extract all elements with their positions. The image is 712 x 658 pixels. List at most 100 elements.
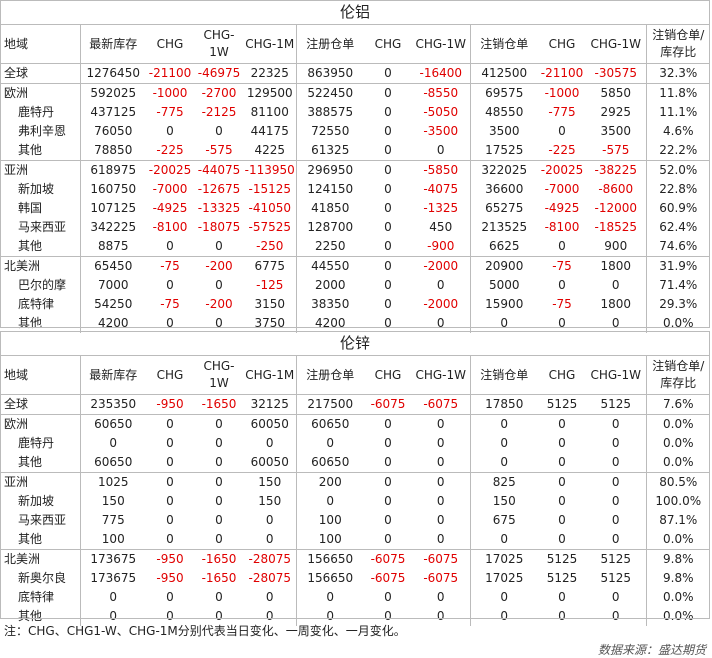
cell-value: 3500 bbox=[488, 124, 520, 138]
cell-value: 0 bbox=[364, 160, 412, 180]
region-label: 其他 bbox=[0, 237, 81, 257]
column-header: CHG bbox=[146, 24, 194, 64]
cell-value: 235350 bbox=[90, 397, 137, 411]
cell-value: -1650 bbox=[201, 397, 237, 411]
cell-value: 0 bbox=[558, 494, 566, 508]
cell-value: 124150 bbox=[307, 182, 354, 196]
cell-value: 0 bbox=[166, 278, 174, 292]
cell-value: 0 bbox=[166, 532, 174, 546]
cell-value: 0 bbox=[384, 239, 392, 253]
cell-value: -16400 bbox=[412, 63, 471, 84]
cell-value: 60650 bbox=[311, 455, 350, 469]
cell-value: -4925 bbox=[544, 201, 580, 215]
cell-value: 6625 bbox=[488, 239, 520, 253]
cell-value: 80.5% bbox=[646, 472, 711, 492]
cell-value: 5125 bbox=[546, 397, 578, 411]
cell-value: 1025 bbox=[80, 472, 146, 492]
table-row: 鹿特丹 0 0 0 0 0 0 0 0 0 0 0.0% bbox=[0, 434, 710, 453]
table-row: 鹿特丹 437125 -775 -2125 81100 388575 0 -5050 48550… bbox=[0, 103, 710, 122]
table-row: 其他 4200 0 0 3750 4200 0 0 0 0 0 0.0% bbox=[0, 314, 710, 333]
cell-value: 0 bbox=[586, 314, 647, 333]
cell-value: 450 bbox=[412, 218, 471, 237]
table-row: 北美洲 65450 -75 -200 6775 44550 0 -2000 20900 -75 18… bbox=[0, 256, 711, 276]
cell-value: 0 bbox=[412, 453, 471, 473]
cell-value: -44075 bbox=[194, 160, 244, 180]
cell-value: -1000 bbox=[146, 83, 194, 103]
cell-value: -1325 bbox=[412, 199, 471, 218]
cell-value: 0 bbox=[412, 314, 471, 333]
cell-value: 44175 bbox=[244, 122, 297, 141]
cell-value: 0 bbox=[166, 513, 174, 527]
cell-value: 0 bbox=[326, 494, 335, 508]
column-header: CHG bbox=[146, 355, 194, 395]
cell-value: 0 bbox=[412, 472, 471, 492]
cell-value: 60.9% bbox=[659, 201, 698, 215]
cell-value: -30575 bbox=[586, 63, 647, 84]
region-label: 北美洲 bbox=[0, 256, 81, 276]
region-label: 其他 bbox=[0, 314, 81, 333]
cell-value: -575 bbox=[586, 141, 647, 161]
cell-value: 0 bbox=[412, 511, 471, 530]
cell-value: -3500 bbox=[412, 122, 471, 141]
table-row: 北美洲 173675 -950 -1650 -28075 156650 -6075 -6075… bbox=[0, 549, 711, 569]
table-row: 亚洲 618975 -20025 -44075 -113950 296950 0 -5850 3… bbox=[0, 160, 711, 180]
cell-value: -6075 bbox=[412, 549, 471, 569]
cell-value: 0 bbox=[215, 455, 223, 469]
region-label: 底特律 bbox=[0, 588, 81, 607]
table-row: 新加坡 150 0 0 150 0 0 0 150 0 0 100.0% bbox=[0, 492, 710, 511]
cell-value: -6075 bbox=[412, 569, 471, 588]
cell-value: 0 bbox=[109, 436, 118, 450]
cell-value: 62.4% bbox=[659, 220, 698, 234]
cell-value: 36600 bbox=[485, 182, 524, 196]
cell-value: 44550 bbox=[296, 256, 364, 276]
cell-value: 31.9% bbox=[646, 256, 711, 276]
region-label: 韩国 bbox=[0, 199, 81, 218]
cell-value: 60050 bbox=[244, 414, 297, 434]
cell-value: 0 bbox=[412, 607, 471, 626]
cell-value: 8875 bbox=[97, 239, 129, 253]
cell-value: 0 bbox=[558, 239, 566, 253]
cell-value: 217500 bbox=[307, 397, 354, 411]
region-label: 亚洲 bbox=[0, 472, 81, 492]
cell-value: 437125 bbox=[90, 105, 137, 119]
cell-value: 0 bbox=[558, 278, 566, 292]
cell-value: 17025 bbox=[470, 549, 538, 569]
cell-value: -6075 bbox=[370, 571, 406, 585]
cell-value: -75 bbox=[160, 297, 180, 311]
table-row: 欧洲 592025 -1000 -2700 129500 522450 0 -8550 6957… bbox=[0, 83, 711, 103]
cell-value: -18075 bbox=[197, 220, 241, 234]
cell-value: 0 bbox=[500, 436, 509, 450]
cell-value: -7000 bbox=[544, 182, 580, 196]
cell-value: 0.0% bbox=[663, 316, 694, 330]
cell-value: 0.0% bbox=[646, 414, 711, 434]
cell-value: 900 bbox=[586, 237, 647, 257]
cell-value: 0 bbox=[586, 414, 647, 434]
cell-value: 0 bbox=[215, 239, 223, 253]
cell-value: -250 bbox=[244, 237, 297, 257]
cell-value: 0.0% bbox=[663, 436, 694, 450]
aluminum-inventory-table: 伦铝 地域 最新库存 CHG CHG-1W CHG-1M 注册仓单 CHG CHG-1W 注销仓单… bbox=[0, 0, 711, 333]
column-header: CHG-1W bbox=[412, 355, 471, 395]
cell-value: 0 bbox=[326, 436, 335, 450]
cell-value: 0 bbox=[364, 414, 412, 434]
cell-value: 0 bbox=[146, 472, 194, 492]
cell-value: 0 bbox=[558, 513, 566, 527]
cell-value: 71.4% bbox=[659, 278, 698, 292]
cell-value: 15900 bbox=[485, 297, 524, 311]
column-header: 地域 bbox=[0, 24, 81, 64]
cell-value: 0 bbox=[412, 434, 471, 453]
cell-value: 173675 bbox=[90, 571, 137, 585]
cell-value: 5000 bbox=[488, 278, 520, 292]
cell-value: 0 bbox=[109, 590, 118, 604]
cell-value: 675 bbox=[492, 513, 516, 527]
cell-value: 5125 bbox=[538, 549, 586, 569]
cell-value: 0 bbox=[244, 530, 297, 550]
cell-value: 0 bbox=[166, 590, 174, 604]
cell-value: 388575 bbox=[307, 105, 354, 119]
column-header: CHG-1W bbox=[194, 24, 244, 64]
cell-value: 0 bbox=[558, 124, 566, 138]
cell-value: 0 bbox=[215, 316, 223, 330]
cell-value: 74.6% bbox=[659, 239, 698, 253]
cell-value: 0 bbox=[500, 455, 509, 469]
cell-value: 100 bbox=[318, 513, 342, 527]
